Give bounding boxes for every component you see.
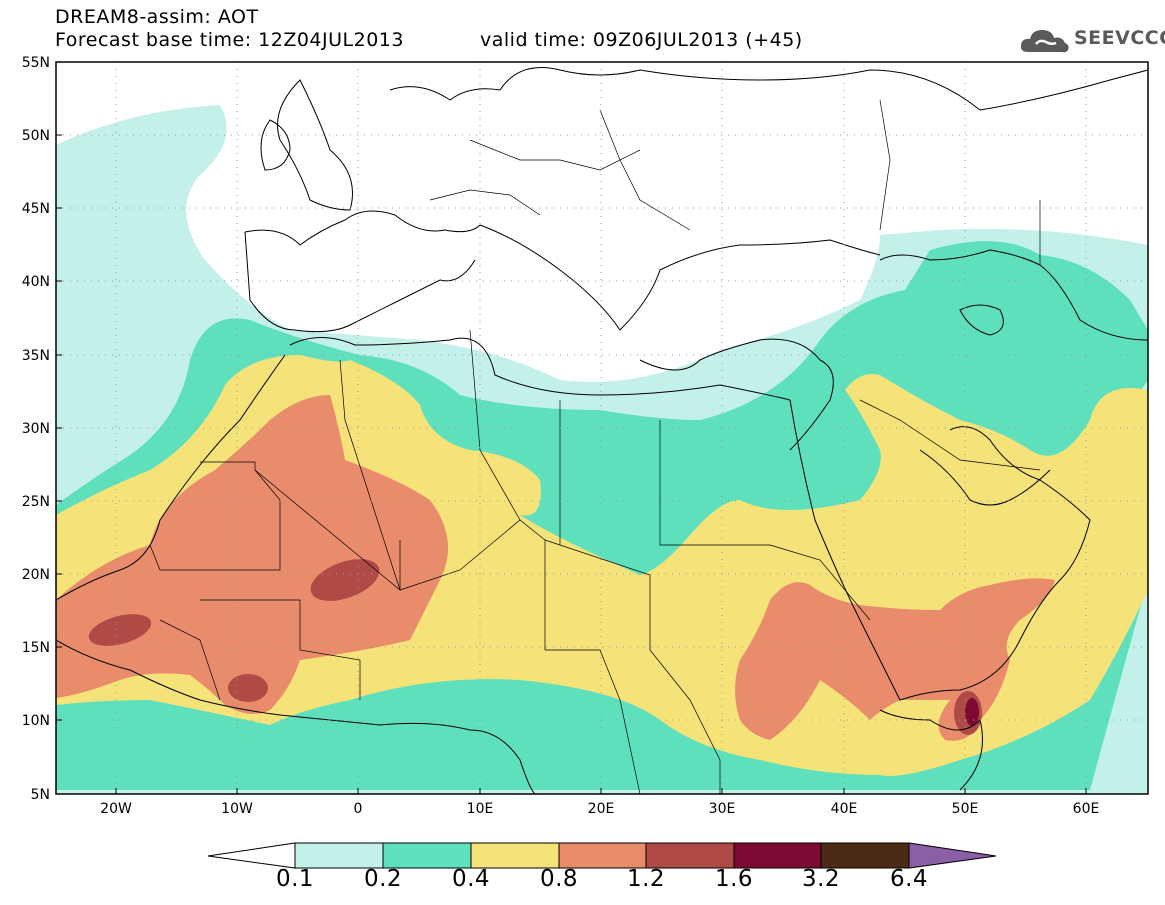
lon-label: 40E xyxy=(831,801,858,817)
lon-label: 20E xyxy=(588,801,615,817)
legend-label: 0.1 xyxy=(275,866,315,892)
aot-core-1 xyxy=(88,614,152,646)
lat-label: 20N xyxy=(22,567,50,583)
lat-label: 55N xyxy=(22,55,50,71)
lat-label: 15N xyxy=(22,640,50,656)
lon-label: 10E xyxy=(467,801,494,817)
legend-swatch xyxy=(470,842,560,869)
color-legend xyxy=(207,842,997,869)
aot-core-5 xyxy=(965,698,979,726)
seevccc-logo: SEEVCCC xyxy=(1018,22,1165,58)
aot-contours xyxy=(56,105,1148,794)
forecast-base-time: Forecast base time: 12Z04JUL2013 xyxy=(55,29,404,51)
legend-label: 0.8 xyxy=(539,866,579,892)
legend-swatch xyxy=(645,842,735,869)
lon-label: 60E xyxy=(1073,801,1100,817)
aot-band-0.8-west xyxy=(56,395,448,714)
lon-label: 0 xyxy=(354,801,363,817)
lat-label: 25N xyxy=(22,494,50,510)
lat-label: 35N xyxy=(22,348,50,364)
axis-ticks xyxy=(56,61,1087,795)
aot-core-2 xyxy=(310,559,380,601)
logo-text: SEEVCCC xyxy=(1074,27,1165,49)
legend-label: 1.6 xyxy=(714,866,754,892)
lat-label: 5N xyxy=(31,787,50,803)
legend-swatch xyxy=(733,842,822,869)
lon-label: 20W xyxy=(100,801,132,817)
legend-label: 6.4 xyxy=(889,866,929,892)
map-title: DREAM8-assim: AOT xyxy=(55,6,259,28)
legend-swatch xyxy=(382,842,472,869)
lat-label: 50N xyxy=(22,128,50,144)
lat-label: 30N xyxy=(22,421,50,437)
coastlines xyxy=(56,67,1148,794)
legend-arrow-low xyxy=(207,842,296,869)
lon-labels: 20W 10W 0 10E 20E 30E 40E 50E 60E xyxy=(100,801,1099,817)
legend-label: 1.2 xyxy=(626,866,666,892)
legend-label: 3.2 xyxy=(801,866,841,892)
cloud-icon xyxy=(1020,30,1069,53)
lat-label: 40N xyxy=(22,274,50,290)
legend-swatch xyxy=(558,842,647,869)
lat-labels: 55N 50N 45N 40N 35N 30N 25N 20N 15N 10N … xyxy=(22,55,50,803)
country-borders xyxy=(149,99,1041,794)
legend-label: 0.4 xyxy=(451,866,491,892)
lon-label: 10W xyxy=(221,801,253,817)
legend-swatch xyxy=(294,842,384,869)
valid-time: valid time: 09Z06JUL2013 (+45) xyxy=(480,29,803,51)
lat-label: 45N xyxy=(22,201,50,217)
aot-core-3 xyxy=(228,674,268,702)
lon-label: 50E xyxy=(952,801,979,817)
lon-label: 30E xyxy=(709,801,736,817)
lat-label: 10N xyxy=(22,713,50,729)
legend-label: 0.2 xyxy=(363,866,403,892)
legend-arrow-high xyxy=(908,842,997,869)
legend-swatch xyxy=(820,842,910,869)
grid-lines xyxy=(56,62,1148,794)
